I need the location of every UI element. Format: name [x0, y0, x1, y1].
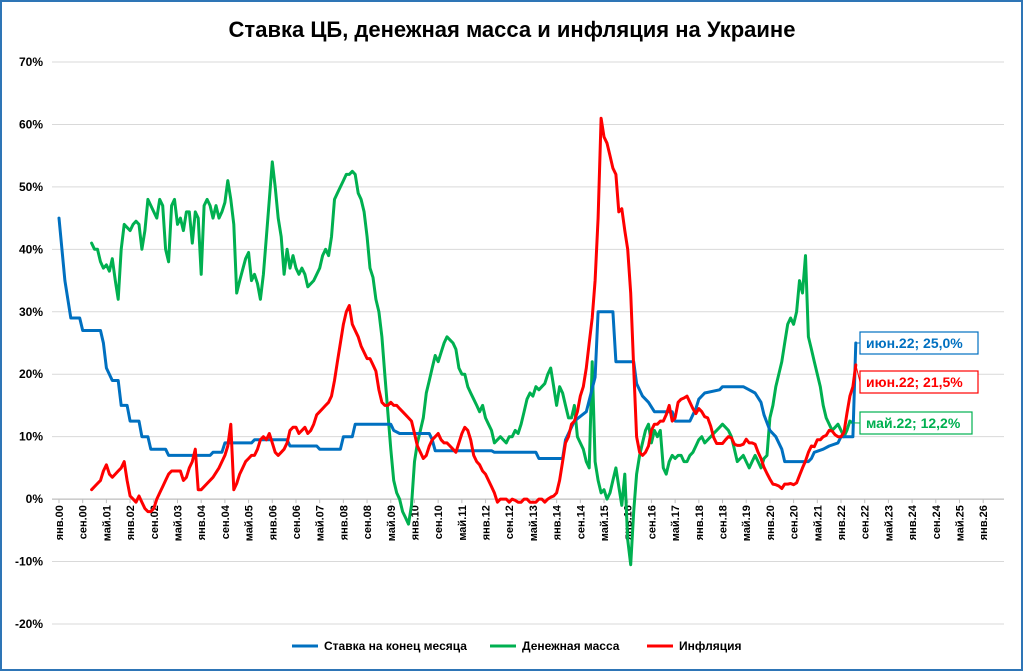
- x-tick-label: май.19: [741, 505, 753, 541]
- x-tick-label: май.25: [954, 505, 966, 541]
- annotation-box: [859, 331, 979, 355]
- x-tick-label: май.17: [670, 505, 682, 541]
- x-tick-label: сен.22: [860, 505, 872, 539]
- x-tick-label: сен.00: [78, 505, 90, 539]
- x-tick-label: янв.26: [978, 505, 990, 540]
- x-tick-label: сен.12: [504, 505, 516, 539]
- x-axis: янв.00 сен.00 май.01 янв.02 сен.02 май.03 янв.…: [54, 499, 990, 541]
- annotation-leader: [855, 364, 861, 383]
- y-tick-label: -20%: [15, 617, 43, 631]
- legend: Ставка на конец месяца Денежная масса Инфл…: [292, 639, 741, 653]
- x-tick-label: май.15: [599, 505, 611, 541]
- x-tick-label: янв.12: [481, 505, 493, 540]
- y-tick-label: 10%: [19, 430, 43, 444]
- annotations: июн.22; 25,0% июн.22; 21,5% май.22; 12,2%: [852, 331, 979, 435]
- x-tick-label: сен.02: [149, 505, 161, 539]
- x-tick-label: янв.18: [694, 505, 706, 540]
- x-tick-label: май.05: [244, 505, 256, 541]
- y-tick-label: 70%: [19, 55, 43, 69]
- x-tick-label: янв.10: [409, 505, 421, 540]
- series-line-1: [90, 160, 855, 567]
- annotation-label: июн.22; 25,0%: [866, 335, 963, 351]
- x-tick-label: май.23: [883, 505, 895, 541]
- y-tick-label: 0%: [26, 492, 44, 506]
- x-tick-label: янв.14: [552, 504, 564, 540]
- x-tick-label: май.09: [386, 505, 398, 541]
- series-line-2: [90, 116, 858, 514]
- x-tick-label: май.11: [457, 505, 469, 541]
- chart-title: Ставка ЦБ, денежная масса и инфляция на …: [229, 17, 796, 42]
- x-tick-label: сен.10: [433, 505, 445, 539]
- x-tick-label: сен.08: [362, 505, 374, 539]
- annotation-box: [859, 370, 979, 394]
- y-tick-label: -10%: [15, 555, 43, 569]
- gridlines: [52, 61, 1004, 625]
- x-tick-label: янв.00: [54, 505, 66, 540]
- y-tick-label: 60%: [19, 117, 43, 131]
- annotation-box: [859, 411, 973, 435]
- legend-label: Ставка на конец месяца: [324, 639, 467, 653]
- annotation-label: май.22; 12,2%: [866, 415, 961, 431]
- legend-label: Денежная масса: [522, 639, 620, 653]
- x-tick-label: янв.24: [907, 504, 919, 540]
- x-tick-label: май.21: [812, 505, 824, 541]
- x-tick-label: янв.22: [836, 505, 848, 540]
- x-tick-label: янв.06: [267, 505, 279, 540]
- x-tick-label: янв.20: [765, 505, 777, 540]
- y-tick-label: 30%: [19, 305, 43, 319]
- x-tick-label: янв.04: [196, 504, 208, 540]
- legend-label: Инфляция: [679, 639, 741, 653]
- y-tick-label: 20%: [19, 367, 43, 381]
- x-tick-label: сен.16: [646, 505, 658, 539]
- x-tick-label: сен.24: [931, 504, 943, 539]
- x-tick-label: янв.02: [125, 505, 137, 540]
- x-tick-label: янв.08: [338, 505, 350, 540]
- x-tick-label: сен.06: [291, 505, 303, 539]
- annotation-label: июн.22; 21,5%: [866, 374, 963, 390]
- y-axis: 70% 60% 50% 40% 30% 20% 10% 0% -10% -20%: [15, 55, 43, 631]
- x-tick-label: май.01: [101, 505, 113, 541]
- y-tick-label: 40%: [19, 242, 43, 256]
- x-tick-label: сен.14: [575, 504, 587, 539]
- x-tick-label: сен.04: [220, 504, 232, 539]
- series-line-0: [57, 216, 858, 464]
- y-tick-label: 50%: [19, 180, 43, 194]
- x-tick-label: сен.20: [789, 505, 801, 539]
- x-tick-label: сен.18: [718, 505, 730, 539]
- x-tick-label: май.03: [172, 505, 184, 541]
- series-lines: [57, 116, 858, 567]
- x-tick-label: май.07: [315, 505, 327, 541]
- x-tick-label: май.13: [528, 505, 540, 541]
